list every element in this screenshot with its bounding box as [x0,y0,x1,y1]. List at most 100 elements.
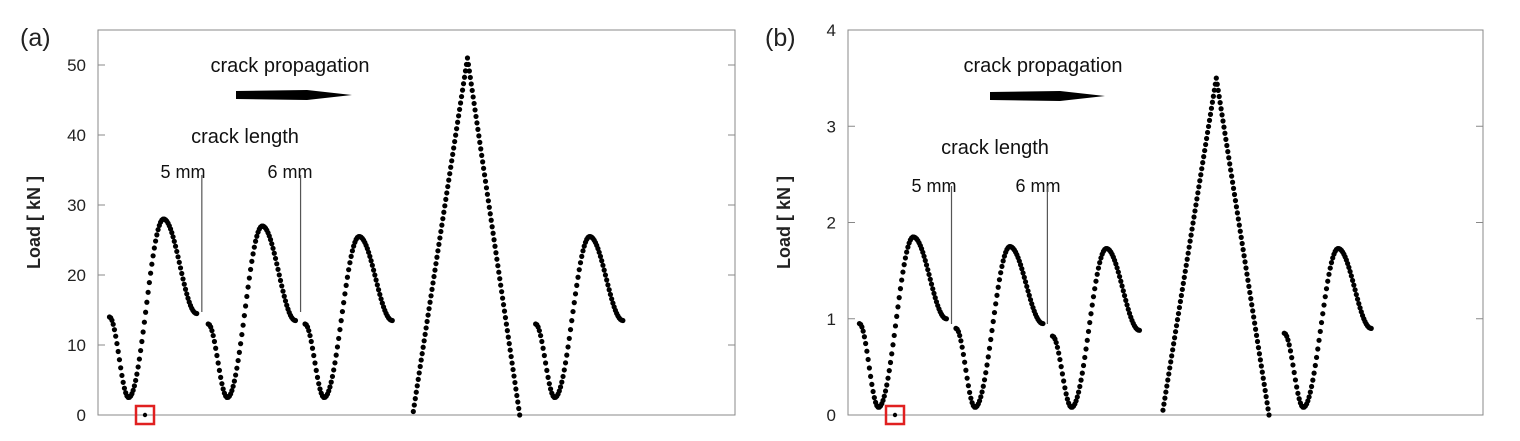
data-point [241,312,247,319]
data-point [444,190,450,196]
data-point [1238,234,1244,240]
data-point [1120,288,1126,294]
data-point [599,258,605,264]
data-point [863,340,869,347]
data-point [866,365,872,371]
data-point [1097,260,1103,266]
data-point [179,270,185,277]
data-point [488,217,494,223]
data-point [894,313,900,319]
data-point [604,277,610,283]
data-point [511,373,517,379]
data-point [1174,317,1181,323]
data-point [1172,329,1179,335]
data-point [269,241,275,247]
panel-label: (b) [765,24,796,52]
data-point [928,281,935,287]
data-point [468,81,474,87]
data-point [332,360,338,366]
data-point [1210,93,1216,99]
data-point [1160,407,1166,413]
data-point [886,368,892,374]
data-point [412,396,418,402]
data-point [432,267,438,273]
data-point [865,356,871,363]
data-point [1249,302,1255,308]
data-point [1218,106,1224,112]
data-point [493,250,499,256]
data-point [229,387,235,394]
data-point [473,113,479,120]
data-point [620,317,626,324]
data-point [238,341,244,347]
data-point [369,262,375,268]
data-point [1237,228,1243,234]
data-point [1020,270,1026,276]
y-tick-label: 40 [67,126,86,145]
data-point [429,286,435,292]
data-point [1223,136,1229,142]
data-point [427,299,433,305]
data-point [483,185,490,191]
data-point [435,248,441,254]
data-point [502,315,509,321]
data-point [414,383,420,389]
data-point [606,287,612,293]
highlight-point [892,412,898,418]
data-point [1056,350,1062,356]
data-point [993,301,999,307]
data-point [433,261,439,267]
data-point [1063,391,1069,397]
data-point [980,383,986,389]
data-point [1259,369,1265,375]
data-point [231,378,237,384]
data-point [602,272,609,278]
data-point [985,354,991,360]
data-point [506,341,512,347]
data-point [579,253,585,259]
data-point [181,281,187,287]
data-point [496,269,502,275]
data-point [418,357,424,363]
data-point [120,379,126,385]
data-point [245,284,251,290]
data-point [1175,310,1182,317]
data-point [472,107,478,113]
data-point [326,388,332,394]
data-point [923,262,930,268]
data-point [113,333,119,339]
data-point [311,352,317,359]
data-point [1264,400,1270,406]
data-point [1230,185,1237,191]
data-point [434,254,440,260]
data-point [601,267,607,273]
data-point [367,253,373,259]
data-point [279,283,285,289]
data-point [292,317,299,324]
data-point [114,340,120,347]
data-point [1228,167,1234,173]
data-point [1229,179,1236,185]
data-point [1262,387,1268,394]
data-point [236,349,242,355]
data-point [868,373,874,380]
data-series-1 [856,234,950,410]
data-point [475,126,481,132]
data-point [141,319,147,325]
data-point [443,196,449,202]
data-point [1250,308,1256,314]
data-point [570,308,576,315]
data-point [1226,155,1232,161]
data-point [453,132,459,138]
data-point [1183,262,1189,268]
data-point [458,93,465,100]
data-point [544,367,550,373]
data-point [246,275,252,281]
data-point [1257,357,1263,363]
data-point [306,328,312,334]
data-series-5 [533,233,626,400]
data-point [489,224,495,230]
data-point [1118,278,1124,284]
data-point [251,244,257,250]
data-point [370,267,377,273]
